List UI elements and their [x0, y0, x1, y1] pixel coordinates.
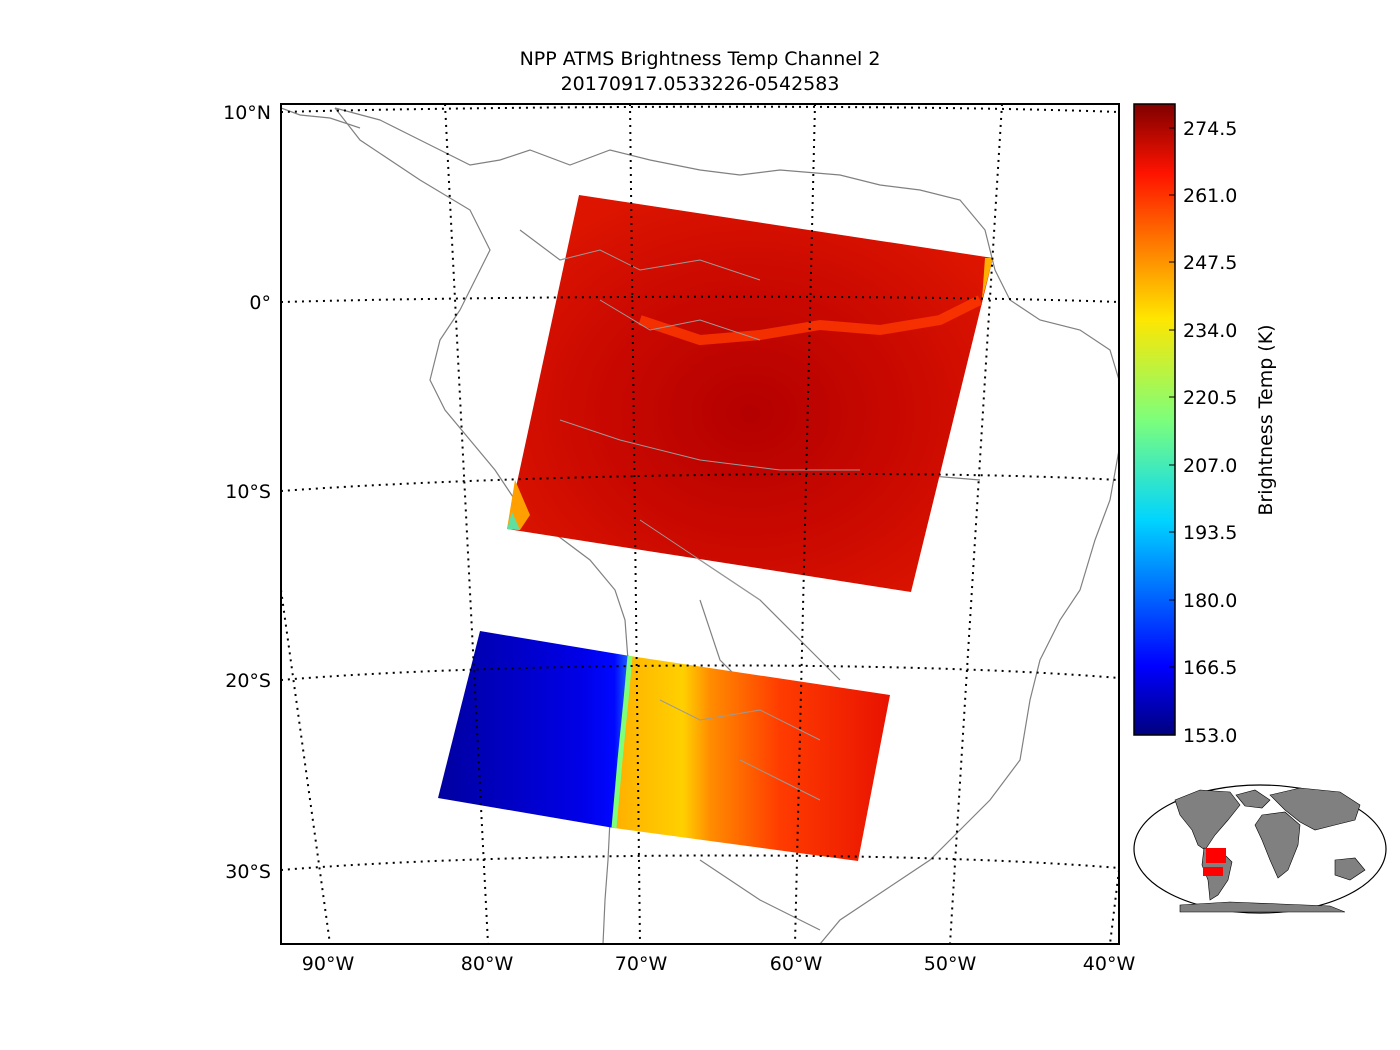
lon-label-50w: 50°W [924, 953, 977, 975]
graticule [281, 104, 1119, 944]
lon-label-80w: 80°W [461, 953, 514, 975]
meridian-40w [1109, 869, 1119, 944]
colorbar-tick-label: 180.0 [1183, 590, 1237, 612]
inset-world-map [1133, 784, 1387, 914]
northern-swath [507, 195, 993, 592]
colorbar-ticks [1169, 127, 1175, 668]
latitude-labels: 10°N 0° 10°S 20°S 30°S [223, 102, 271, 883]
colorbar-tick-label: 261.0 [1183, 185, 1237, 207]
coastal-transition [611, 655, 633, 829]
amazon-warm-band [638, 295, 983, 346]
inset-swath-south [1203, 867, 1223, 876]
southern-swath-ocean [438, 631, 630, 828]
lat-label-10n: 10°N [223, 102, 271, 124]
meridian-80w [444, 104, 489, 944]
overlay-borders [559, 249, 860, 801]
lat-label-30s: 30°S [225, 861, 271, 883]
colorbar-gradient [1133, 103, 1176, 736]
meridian-90w [281, 589, 331, 944]
central-america-coastline [281, 107, 361, 129]
map-title: NPP ATMS Brightness Temp Channel 2 [519, 48, 881, 70]
parallel-10n [281, 105, 1119, 113]
colorbar-label: Brightness Temp (K) [1255, 324, 1277, 515]
inset-swath-north [1206, 848, 1226, 863]
lat-label-0: 0° [249, 292, 271, 314]
map-subtitle: 20170917.0533226-0542583 [560, 73, 840, 95]
longitude-labels: 90°W 80°W 70°W 60°W 50°W 40°W [302, 953, 1136, 975]
lat-label-10s: 10°S [225, 481, 271, 503]
colorbar-tick-label: 153.0 [1183, 725, 1237, 747]
lat-label-20s: 20°S [225, 670, 271, 692]
colorbar-tick-label: 234.0 [1183, 320, 1237, 342]
northern-swath-corner [507, 512, 520, 530]
meridian-70w [629, 104, 641, 944]
map-frame [280, 103, 1120, 945]
lon-label-40w: 40°W [1083, 953, 1136, 975]
lon-label-70w: 70°W [615, 953, 668, 975]
colorbar-tick-label: 166.5 [1183, 657, 1237, 679]
lon-label-90w: 90°W [302, 953, 355, 975]
colorbar: 274.5 261.0 247.5 234.0 220.5 207.0 193.… [1133, 103, 1277, 747]
meridian-50w [949, 104, 1003, 944]
colorbar-tick-label: 207.0 [1183, 455, 1237, 477]
colorbar-tick-label: 274.5 [1183, 118, 1237, 140]
colorbar-tick-label: 247.5 [1183, 252, 1237, 274]
northern-swath-edge-east [982, 258, 993, 300]
colorbar-tick-label: 193.5 [1183, 522, 1237, 544]
lon-label-60w: 60°W [770, 953, 823, 975]
meridian-60w [794, 104, 816, 944]
parallel-30s [281, 854, 1119, 871]
colorbar-tick-label: 220.5 [1183, 387, 1237, 409]
southern-swath-land [614, 656, 890, 861]
